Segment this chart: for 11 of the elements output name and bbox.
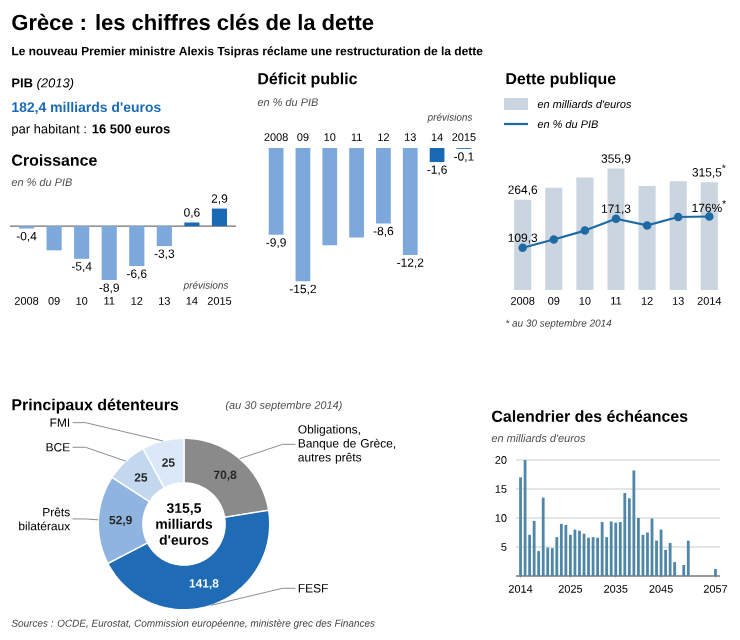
point bbox=[673, 212, 683, 222]
point bbox=[580, 226, 590, 235]
text: Grèce : les chiffres clés de la dette bbox=[12, 13, 374, 31]
bar bbox=[638, 185, 656, 290]
bar bbox=[669, 181, 687, 290]
bar bbox=[576, 177, 594, 290]
bar bbox=[545, 187, 563, 290]
point bbox=[611, 214, 621, 224]
point bbox=[642, 221, 652, 230]
point bbox=[549, 235, 559, 244]
point bbox=[518, 243, 527, 253]
